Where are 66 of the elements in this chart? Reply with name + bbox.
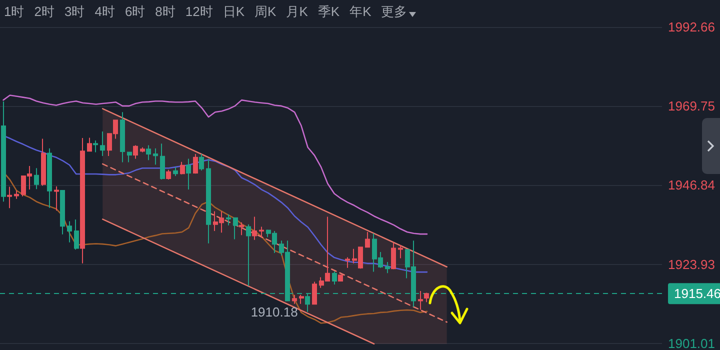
candlestick <box>299 294 304 304</box>
candlestick <box>14 190 19 200</box>
candlestick <box>153 148 158 166</box>
candlestick <box>7 186 12 209</box>
candlestick <box>193 153 198 174</box>
y-tick-label: 1969.75 <box>668 98 715 114</box>
candlestick <box>146 144 151 161</box>
candlestick <box>312 281 317 306</box>
text: 日K <box>222 3 245 21</box>
candlestick <box>246 224 251 286</box>
candlestick <box>93 140 98 153</box>
candlestick <box>206 158 211 244</box>
candlestick <box>1 100 6 202</box>
candlestick <box>292 294 297 304</box>
candlestick <box>80 138 85 264</box>
candlestick <box>199 153 204 172</box>
candlestick <box>391 242 396 270</box>
candlestick <box>60 190 65 235</box>
text: 年K <box>350 3 372 21</box>
candlestick <box>87 137 92 152</box>
candlestick <box>120 112 125 163</box>
candlestick <box>133 144 138 160</box>
candlestick <box>41 138 46 186</box>
y-tick-label: 1946.84 <box>668 178 715 193</box>
candlestick <box>365 231 370 248</box>
text: 更多 <box>381 3 408 21</box>
candlestick <box>166 169 171 180</box>
y-tick-label: 1992.66 <box>668 20 715 34</box>
text: 8时 <box>155 3 176 21</box>
candlestick <box>345 256 350 268</box>
candlestick <box>338 274 343 282</box>
candlestick <box>239 222 244 236</box>
candlestick <box>47 148 52 208</box>
text: 月K <box>286 3 308 21</box>
y-tick-label: 1923.93 <box>668 256 715 272</box>
candlestick <box>259 226 264 238</box>
candlestick <box>100 131 105 157</box>
text: 周K <box>254 3 276 21</box>
candlestick <box>160 143 165 180</box>
candlestick <box>140 146 145 153</box>
text: 12时 <box>185 3 213 21</box>
text: 2时 <box>34 3 54 21</box>
candlestick <box>67 220 72 243</box>
line-series <box>2 94 428 235</box>
candlestick <box>173 166 178 177</box>
text: 1时 <box>4 3 24 21</box>
candlestick <box>424 292 429 303</box>
candlestick <box>398 244 403 259</box>
candlestick <box>233 217 238 240</box>
annotation: 1910.18 <box>250 304 298 320</box>
candlestick <box>34 168 39 190</box>
candlestick <box>332 270 337 285</box>
candlestick <box>385 262 390 274</box>
candlestick <box>127 152 132 163</box>
candlestick <box>186 158 191 190</box>
text: 6时 <box>124 3 146 21</box>
text: 季K <box>318 3 340 21</box>
candlestick <box>252 216 257 240</box>
candlestick <box>418 290 423 310</box>
text: 4时 <box>94 3 115 21</box>
y-tick-label: 1901.01 <box>668 336 715 350</box>
candlestick <box>54 186 59 212</box>
candlestick <box>226 214 231 226</box>
candlestick <box>180 161 185 175</box>
candlestick <box>74 219 79 250</box>
text: 3时 <box>64 3 85 21</box>
